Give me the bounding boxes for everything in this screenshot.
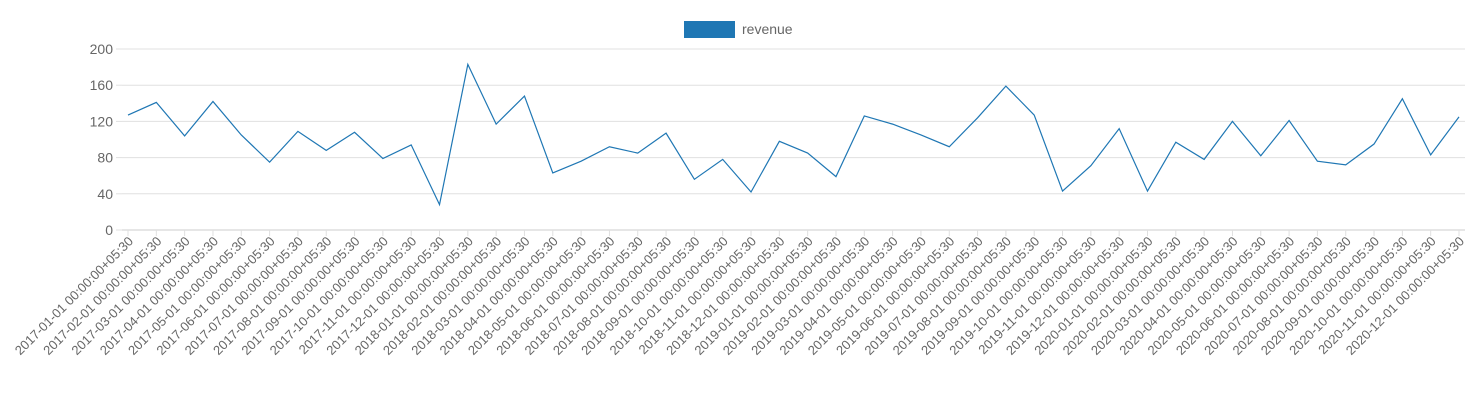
grid [122,48,1465,231]
y-tick-label: 80 [97,150,113,166]
series-line-revenue [127,62,1460,207]
y-axis: 0 40 80 120 160 200 [90,41,122,238]
series-layer [127,62,1460,207]
y-tick-label: 120 [90,113,114,129]
y-tick-label: 160 [90,77,114,93]
y-tick-label: 40 [97,186,113,202]
y-tick-label: 0 [105,222,113,238]
legend-swatch[interactable] [684,21,735,38]
y-tick-label: 200 [90,41,114,57]
legend-label[interactable]: revenue [742,21,793,37]
legend[interactable]: revenue [684,21,793,38]
